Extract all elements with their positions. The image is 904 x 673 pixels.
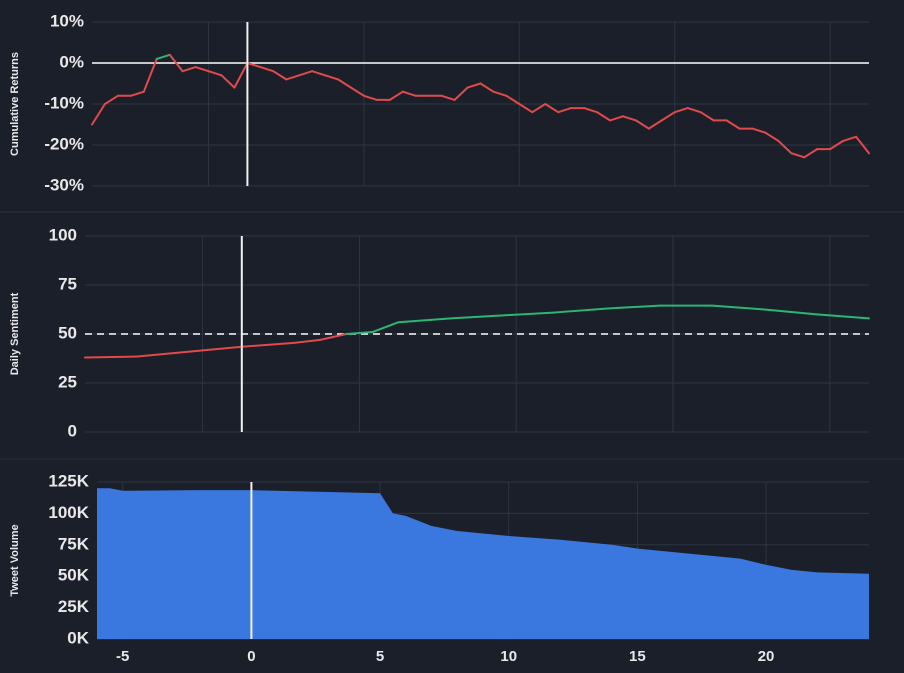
line-segment <box>711 304 766 311</box>
line-segment <box>350 86 365 97</box>
line-segment <box>466 82 482 89</box>
line-segment <box>777 139 793 155</box>
x-tick-label: 5 <box>376 648 384 665</box>
line-segment <box>725 119 741 130</box>
line-segment <box>554 307 609 314</box>
x-tick-label: 10 <box>500 648 517 665</box>
line-segment <box>293 338 322 344</box>
line-segment <box>621 115 637 122</box>
line-segment <box>596 111 611 122</box>
line-segment <box>829 139 845 151</box>
line-segment <box>246 62 262 69</box>
y-tick-label: -20% <box>44 134 84 153</box>
line-segment <box>103 94 119 105</box>
line-segment <box>609 115 624 122</box>
line-segment <box>453 86 469 101</box>
line-segment <box>634 119 650 130</box>
x-tick-label: -5 <box>116 648 129 665</box>
line-segment <box>815 313 870 320</box>
y-tick-label: 25 <box>58 372 77 391</box>
line-segment <box>388 90 404 101</box>
line-segment <box>449 314 505 320</box>
line-segment <box>763 308 818 316</box>
y-tick-label: 100 <box>49 225 77 244</box>
line-segment <box>583 107 599 114</box>
line-segment <box>155 53 171 60</box>
line-segment <box>673 107 689 114</box>
line-segment <box>531 103 547 114</box>
line-segment <box>84 355 139 359</box>
line-segment <box>855 135 870 155</box>
line-segment <box>479 82 495 93</box>
y-tick-label: 75K <box>58 534 90 553</box>
y-tick-label: 50 <box>58 323 77 342</box>
y-axis-label: Tweet Volume <box>9 524 21 596</box>
y-axis-label: Daily Sentiment <box>9 292 21 375</box>
line-segment <box>311 70 327 77</box>
line-segment <box>233 62 249 89</box>
line-segment <box>606 304 661 310</box>
line-segment <box>298 70 314 77</box>
line-segment <box>259 66 275 73</box>
y-tick-label: 25K <box>58 597 90 616</box>
line-segment <box>194 66 210 73</box>
line-segment <box>502 311 557 317</box>
line-segment <box>142 57 158 93</box>
line-segment <box>647 119 663 130</box>
line-segment <box>505 94 521 105</box>
line-segment <box>188 345 243 353</box>
line-segment <box>129 90 145 97</box>
line-segment <box>168 53 184 73</box>
y-tick-label: 0K <box>67 628 89 647</box>
x-tick-label: 15 <box>629 648 646 665</box>
line-segment <box>397 317 452 324</box>
line-segment <box>319 333 348 341</box>
line-segment <box>240 341 296 348</box>
line-segment <box>764 131 780 142</box>
line-segment <box>660 111 676 122</box>
line-segment <box>324 74 340 81</box>
line-segment <box>91 103 106 126</box>
y-tick-label: 75 <box>58 274 77 293</box>
line-segment <box>751 127 767 134</box>
line-segment <box>842 135 858 142</box>
line-segment <box>401 90 417 97</box>
line-segment <box>207 70 223 77</box>
line-segment <box>440 94 456 101</box>
y-axis-label: Cumulative Returns <box>9 52 21 156</box>
area <box>97 488 869 639</box>
line-segment <box>345 331 374 335</box>
y-tick-label: 100K <box>48 503 89 522</box>
y-tick-label: -30% <box>44 175 84 194</box>
line-segment <box>803 148 819 159</box>
line-segment <box>492 90 508 97</box>
line-segment <box>544 103 560 114</box>
x-tick-label: 20 <box>758 648 775 665</box>
line-segment <box>181 66 197 73</box>
x-tick-label: 0 <box>247 648 255 665</box>
line-segment <box>362 94 378 101</box>
line-segment <box>337 78 352 89</box>
line-segment <box>285 74 301 81</box>
line-segment <box>790 152 806 159</box>
line-segment <box>220 74 236 89</box>
line-segment <box>518 103 534 114</box>
line-segment <box>686 107 702 114</box>
y-tick-label: -10% <box>44 93 84 112</box>
y-tick-label: 0 <box>68 421 77 440</box>
line-segment <box>557 107 573 114</box>
line-segment <box>272 70 288 81</box>
y-tick-label: 0% <box>59 52 84 71</box>
y-tick-label: 10% <box>50 11 84 30</box>
line-segment <box>699 111 715 122</box>
y-tick-label: 50K <box>58 566 90 585</box>
line-segment <box>371 321 400 334</box>
y-tick-label: 125K <box>48 471 89 490</box>
line-segment <box>136 350 191 358</box>
